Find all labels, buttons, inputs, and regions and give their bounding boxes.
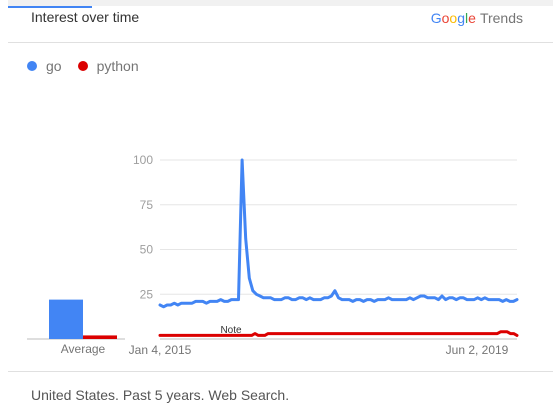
top-accent-bar bbox=[8, 6, 92, 8]
y-tick-label: 75 bbox=[140, 198, 154, 212]
header-divider bbox=[8, 42, 553, 43]
series-line-go[interactable] bbox=[158, 158, 519, 309]
legend-item-python[interactable]: python bbox=[77, 58, 139, 74]
y-tick-label: 100 bbox=[133, 153, 153, 167]
average-label: Average bbox=[61, 342, 106, 356]
top-bar bbox=[8, 0, 553, 6]
x-end-label: Jun 2, 2019 bbox=[446, 343, 509, 357]
x-start-label: Jan 4, 2015 bbox=[129, 343, 192, 357]
trends-logo-text: Trends bbox=[479, 10, 523, 26]
chart-footer-text: United States. Past 5 years. Web Search. bbox=[31, 387, 290, 403]
series-line-python[interactable] bbox=[158, 330, 519, 337]
note-annotation[interactable]: Note bbox=[220, 325, 242, 336]
legend-dot-icon bbox=[77, 61, 88, 71]
legend-item-go[interactable]: go bbox=[27, 58, 62, 74]
chart-legend: go python bbox=[27, 58, 155, 74]
y-tick-label: 50 bbox=[140, 243, 154, 257]
average-bar-go[interactable] bbox=[49, 299, 83, 339]
average-bar-python[interactable] bbox=[83, 335, 117, 339]
google-trends-logo: Google Trends bbox=[431, 10, 523, 26]
chart-card-title: Interest over time bbox=[31, 9, 140, 25]
footer-divider bbox=[8, 371, 553, 372]
google-logo-text: Google bbox=[430, 10, 476, 26]
legend-label: go bbox=[46, 58, 62, 74]
y-tick-label: 25 bbox=[140, 287, 154, 301]
legend-label: python bbox=[96, 58, 139, 74]
legend-dot-icon bbox=[27, 61, 37, 71]
